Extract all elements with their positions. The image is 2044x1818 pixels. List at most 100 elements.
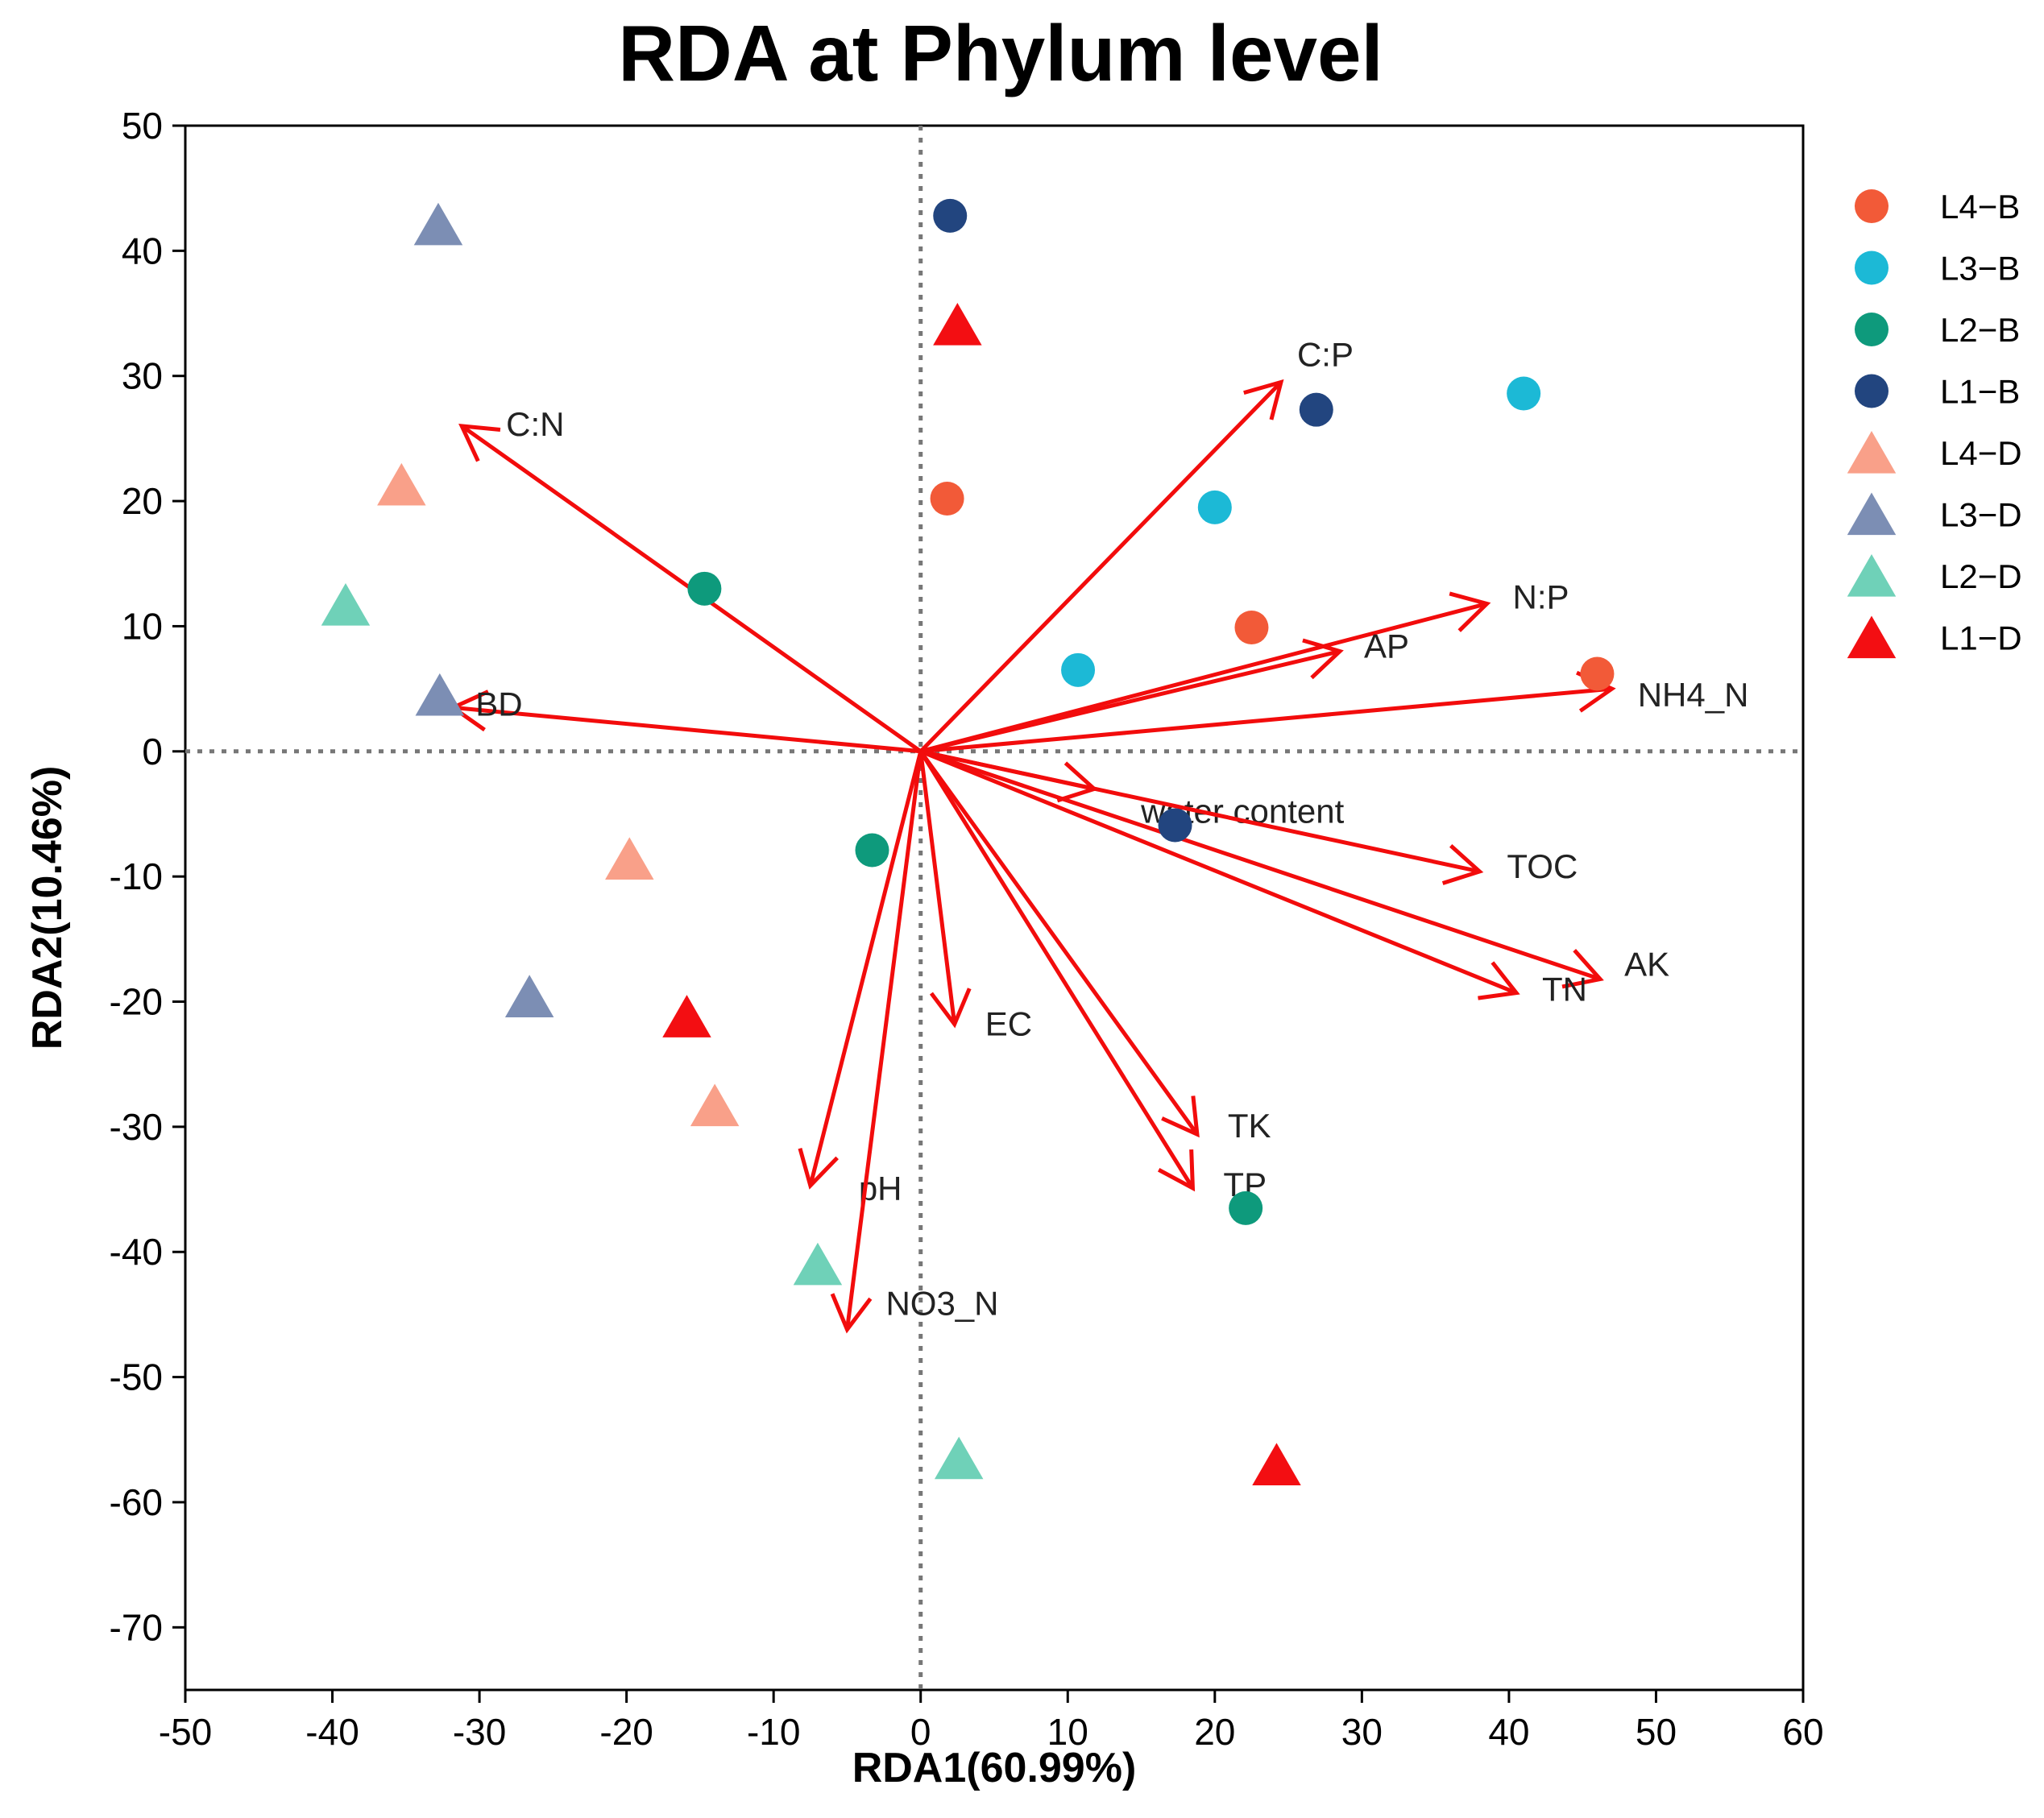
data-point [687,571,722,606]
legend: L4−B L3−B L2−B L1−B L4−D L3−D L2−D L1−D [1847,188,2022,659]
legend-label: L3−D [1940,496,2022,534]
x-tick-label: -30 [453,1711,506,1753]
chart-title: RDA at Phylum level [618,9,1383,97]
vector-tk: TK [918,750,1271,1145]
data-point [1252,1443,1301,1486]
series-l2-b [687,571,1263,1225]
vector-ph: pH [798,751,923,1207]
data-point [415,673,465,716]
vector-tp: TP [918,750,1267,1203]
legend-label: L2−B [1940,311,2020,349]
legend-label: L1−B [1940,373,2020,411]
vector-line [918,750,1199,1136]
y-tick-label: 30 [122,355,163,397]
vector-label: AP [1364,627,1409,665]
legend-label: L2−D [1940,557,2022,595]
data-point [1299,392,1333,427]
x-tick-label: -40 [305,1711,359,1753]
x-tick-label: 20 [1194,1711,1235,1753]
legend-label: L3−B [1940,250,2020,288]
data-point [321,583,371,626]
vector-label: TK [1228,1107,1271,1145]
x-tick-label: 0 [910,1711,931,1753]
legend-label: L1−D [1940,619,2022,657]
vector-label: TOC [1507,847,1578,885]
data-point [1197,490,1232,524]
vector-arrowhead [1243,379,1284,420]
vector-arrowhead [798,1147,839,1190]
series-l4-d [377,462,740,1127]
vector-line [918,750,1195,1190]
vector-bd: BD [449,685,921,754]
series-l3-b [1061,376,1541,687]
y-tick-label: -20 [110,981,163,1023]
y-tick-label: 40 [122,230,163,271]
vector-ap: AP [920,627,1409,754]
data-point [930,481,964,516]
legend-item: L2−B [1855,311,2020,349]
vector-arrowhead [1561,949,1604,989]
vector-line [920,686,1612,754]
y-tick-label: 0 [142,731,163,772]
legend-item: L3−B [1855,250,2020,288]
vector-arrowhead [1478,961,1520,1000]
data-point [1229,1191,1263,1225]
data-point [1580,656,1615,691]
y-tick-label: -60 [110,1481,163,1523]
data-point [933,303,982,346]
vector-label: NO3_N [885,1285,998,1323]
series-l4-b [930,481,1615,691]
vector-nh4-n: NH4_N [920,670,1748,754]
data-point [933,198,968,233]
vector-ak: AK [919,749,1669,989]
vector-n-p: N:P [920,578,1569,754]
vector-label: BD [475,685,522,723]
data-point [793,1242,843,1286]
legend-marker [1855,374,1889,408]
data-point [690,1083,740,1127]
vector-c-p: C:P [918,335,1354,753]
y-axis-label: RDA2(10.46%) [24,766,71,1050]
legend-marker [1855,251,1889,285]
vector-line [918,380,1283,753]
x-tick-label: 30 [1341,1711,1383,1753]
series-l1-d [662,303,1301,1486]
vector-arrowhead [1157,1149,1196,1192]
vector-line [920,602,1488,754]
vector-label: TN [1542,971,1587,1008]
vector-tn: TN [919,749,1587,1008]
vector-arrowhead [1449,591,1491,632]
y-tick-label: -50 [110,1356,163,1398]
vector-label: N:P [1513,578,1569,615]
vector-label: C:N [506,405,564,443]
vector-line [808,751,923,1186]
vector-line [919,749,1601,981]
data-point [504,975,554,1017]
vector-arrowhead [458,423,501,462]
vector-line [452,705,921,754]
reference-lines [185,126,1803,1690]
series-l2-d [321,583,984,1480]
point-layer [321,198,1615,1486]
data-point [1234,610,1269,644]
x-tick-label: -50 [159,1711,212,1753]
data-point [855,833,889,868]
vector-line [920,749,1480,874]
data-point [377,462,426,506]
legend-marker [1847,492,1897,536]
vector-ec: EC [918,751,1032,1042]
data-point [605,837,654,880]
legend-item: L2−D [1847,554,2022,597]
legend-item: L1−B [1855,373,2020,411]
y-tick-label: -70 [110,1606,163,1648]
legend-marker [1847,615,1897,659]
x-tick-label: 60 [1782,1711,1823,1753]
series-l1-b [933,198,1333,843]
x-tick-label: -10 [747,1711,800,1753]
y-tick-label: -30 [110,1106,163,1148]
vector-label: EC [985,1004,1032,1042]
vector-arrowhead [830,1293,873,1334]
vector-label: AK [1624,946,1669,984]
y-tick-label: -10 [110,855,163,897]
